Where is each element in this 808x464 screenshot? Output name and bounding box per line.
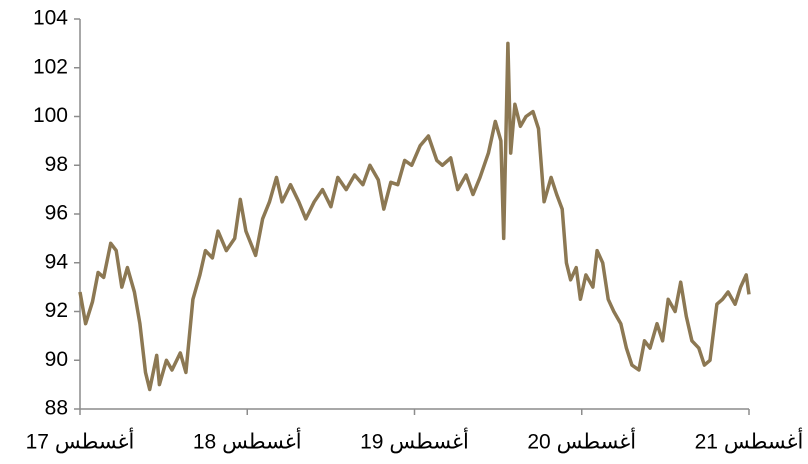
y-tick-label: 100 xyxy=(33,104,68,127)
line-series xyxy=(78,41,751,392)
y-tick-label: 92 xyxy=(45,299,68,322)
x-tick-label: أغسطس 18 xyxy=(193,428,302,454)
y-tick-label: 90 xyxy=(45,348,68,371)
x-tick-label: أغسطس 17 xyxy=(26,428,135,454)
y-tick-label: 88 xyxy=(45,397,68,420)
y-tick-label: 104 xyxy=(33,7,68,30)
y-tick-label: 98 xyxy=(45,153,68,176)
y-tick-label: 96 xyxy=(45,202,68,225)
x-tick-label: أغسطس 19 xyxy=(360,428,469,454)
x-tick-label: أغسطس 21 xyxy=(695,428,804,454)
y-tick-label: 94 xyxy=(45,250,69,273)
x-tick-label: أغسطس 20 xyxy=(527,428,636,454)
y-tick-label: 102 xyxy=(33,55,68,78)
